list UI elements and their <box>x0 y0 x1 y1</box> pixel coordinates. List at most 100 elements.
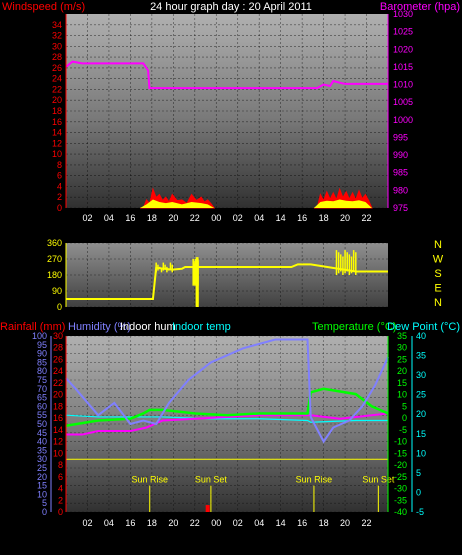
rainfall-tick-label: 12 <box>53 437 63 447</box>
barometer-tick-label: 1025 <box>393 27 413 37</box>
windspeed-tick-label: 14 <box>52 128 62 138</box>
hour-tick-label: 20 <box>168 213 178 223</box>
temperature-tick-label: 0 <box>402 413 407 423</box>
hour-tick-label: 22 <box>190 518 200 528</box>
windspeed-tick-label: 16 <box>52 117 62 127</box>
windspeed-tick-label: 10 <box>52 149 62 159</box>
windspeed-tick-label: 2 <box>57 192 62 202</box>
humidity-tick-label: 5 <box>42 498 47 508</box>
barometer-tick-label: 1000 <box>393 115 413 125</box>
hour-tick-label: 04 <box>254 518 264 528</box>
barometer-tick-label: 990 <box>393 150 408 160</box>
windspeed-tick-label: 28 <box>52 52 62 62</box>
humidity-axis-label: Humidity (%) <box>68 321 131 333</box>
windspeed-tick-label: 34 <box>52 20 62 30</box>
rainfall-tick-label: 10 <box>53 448 63 458</box>
barometer-tick-label: 995 <box>393 132 408 142</box>
windspeed-tick-label: 24 <box>52 74 62 84</box>
rainfall-bar <box>205 505 210 512</box>
direction-tick-label: 270 <box>47 254 62 264</box>
barometer-tick-labels: 975 980 985 990 995 1000 1005 1010 1015 1020 1025 1… <box>393 9 413 213</box>
temperature-tick-label: -30 <box>394 484 407 494</box>
humidity-tick-label: 80 <box>37 366 47 376</box>
compass-label: N <box>434 297 442 309</box>
windspeed-tick-label: 4 <box>57 181 62 191</box>
panel3-hour-tick-labels: 02 04 16 18 20 22 00 02 04 14 16 18 20 22 <box>82 518 371 528</box>
dewpoint-axis-label: Dew Point (°C) <box>387 321 460 333</box>
hour-tick-label: 02 <box>233 213 243 223</box>
windspeed-axis-label: Windspeed (m/s) <box>2 1 85 13</box>
rainfall-tick-label: 8 <box>58 460 63 470</box>
wind-direction-line <box>66 263 388 300</box>
temperature-tick-label: -40 <box>394 507 407 517</box>
humidity-tick-label: 95 <box>37 340 47 350</box>
hour-tick-label: 04 <box>104 518 114 528</box>
dewpoint-tick-label: 30 <box>416 370 426 380</box>
rainfall-axis-label: Rainfall (mm) <box>0 321 65 333</box>
humidity-tick-label: 15 <box>37 481 47 491</box>
humidity-tick-label: 65 <box>37 393 47 403</box>
sun-event-label: Sun Set <box>195 475 228 485</box>
compass-label: S <box>434 268 441 280</box>
hour-tick-label: 20 <box>168 518 178 528</box>
sun-event-label: Sun Rise <box>131 475 168 485</box>
rainfall-tick-label: 6 <box>58 472 63 482</box>
hour-tick-label: 16 <box>297 518 307 528</box>
humidity-tick-label: 90 <box>37 349 47 359</box>
dewpoint-tick-label: 10 <box>416 448 426 458</box>
rainfall-tick-label: 14 <box>53 425 63 435</box>
panel3-series <box>65 338 389 512</box>
temperature-tick-label: -25 <box>394 472 407 482</box>
rainfall-tick-label: 18 <box>53 401 63 411</box>
barometer-tick-label: 980 <box>393 185 408 195</box>
hour-tick-label: 02 <box>82 213 92 223</box>
humidity-tick-label: 50 <box>37 419 47 429</box>
hour-tick-label: 14 <box>276 518 286 528</box>
barometer-tick-label: 1015 <box>393 62 413 72</box>
rainfall-tick-label: 24 <box>53 366 63 376</box>
barometer-tick-label: 1020 <box>393 44 413 54</box>
windspeed-tick-label: 30 <box>52 41 62 51</box>
hour-tick-label: 02 <box>233 518 243 528</box>
humidity-tick-label: 45 <box>37 428 47 438</box>
barometer-tick-label: 985 <box>393 168 408 178</box>
rainfall-tick-label: 30 <box>53 331 63 341</box>
panel2-grid <box>66 242 388 308</box>
hour-tick-label: 22 <box>362 213 372 223</box>
humidity-line <box>65 338 389 444</box>
dewpoint-tick-label: 20 <box>416 409 426 419</box>
humidity-tick-labels: 0510152025303540455055606570758085909510… <box>32 331 47 517</box>
humidity-tick-label: 35 <box>37 445 47 455</box>
humidity-tick-label: 100 <box>32 331 47 341</box>
hour-tick-label: 16 <box>125 213 135 223</box>
windspeed-tick-label: 6 <box>57 171 62 181</box>
dewpoint-tick-label: -5 <box>416 507 424 517</box>
temperature-tick-label: -15 <box>394 448 407 458</box>
humidity-tick-label: 85 <box>37 357 47 367</box>
panel1-grid <box>66 14 388 209</box>
compass-label: W <box>433 254 444 266</box>
temperature-tick-label: -20 <box>394 460 407 470</box>
compass-label: N <box>434 239 442 251</box>
windspeed-tick-label: 18 <box>52 106 62 116</box>
rainfall-tick-label: 22 <box>53 378 63 388</box>
windspeed-tick-label: 32 <box>52 31 62 41</box>
temperature-line <box>65 387 389 427</box>
dewpoint-tick-label: 25 <box>416 390 426 400</box>
humidity-tick-label: 10 <box>37 489 47 499</box>
compass-label: E <box>434 283 441 295</box>
temperature-tick-label: 25 <box>397 354 407 364</box>
barometer-tick-label: 1010 <box>393 80 413 90</box>
windspeed-tick-label: 8 <box>57 160 62 170</box>
temperature-tick-label: 15 <box>397 378 407 388</box>
temperature-tick-label: -10 <box>394 437 407 447</box>
rainfall-tick-label: 16 <box>53 413 63 423</box>
rainfall-tick-label: 26 <box>53 354 63 364</box>
sun-event-markers: Sun Rise Sun Set Sun Rise Sun Set <box>131 475 395 512</box>
humidity-tick-label: 75 <box>37 375 47 385</box>
hour-tick-label: 02 <box>82 518 92 528</box>
hour-tick-label: 18 <box>319 518 329 528</box>
hour-tick-label: 00 <box>211 213 221 223</box>
